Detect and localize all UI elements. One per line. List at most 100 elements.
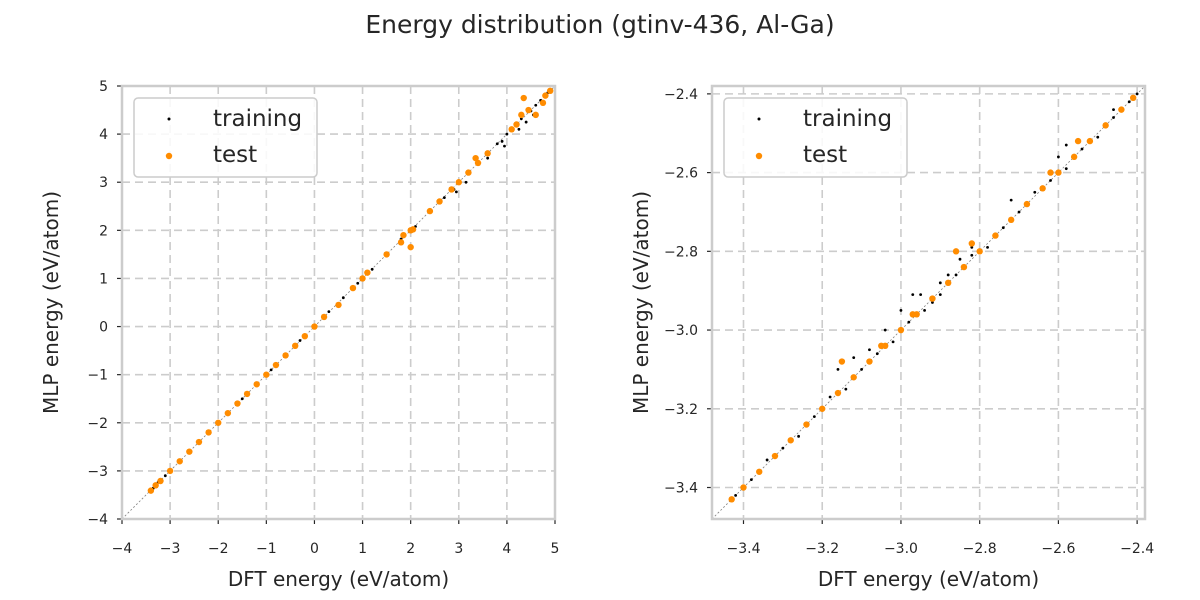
- right-training-point: [1135, 92, 1139, 96]
- left-test-point: [320, 313, 328, 321]
- left-legend-training-label: training: [213, 106, 302, 132]
- right-test-point: [1007, 216, 1015, 224]
- right-test-point: [771, 452, 779, 460]
- right-training-point: [1033, 190, 1037, 194]
- right-x-tick-label: −2.4: [1120, 541, 1154, 557]
- left-x-axis-label: DFT energy (eV/atom): [228, 567, 449, 591]
- left-test-point: [532, 111, 539, 119]
- right-training-point: [1080, 147, 1084, 151]
- left-y-tick-label: 5: [99, 79, 108, 95]
- left-training-point: [356, 281, 360, 285]
- right-training-point: [919, 293, 923, 297]
- left-x-tick-label: 0: [310, 541, 319, 557]
- right-test-point: [929, 295, 936, 302]
- left-test-point: [407, 243, 414, 251]
- left-test-point: [436, 198, 443, 205]
- right-test-point: [1070, 153, 1078, 161]
- right-training-point: [883, 328, 887, 332]
- right-test-point: [728, 496, 735, 503]
- left-training-point: [534, 103, 538, 107]
- left-y-tick-label: 4: [99, 127, 108, 143]
- right-test-point: [1102, 122, 1109, 129]
- right-training-point: [1127, 100, 1131, 104]
- right-training-point: [765, 458, 769, 462]
- right-legend-training-marker: [757, 117, 761, 121]
- left-test-point: [426, 207, 434, 215]
- right-test-point: [838, 358, 846, 365]
- left-test-point: [205, 429, 212, 436]
- right-test-point: [952, 248, 960, 255]
- right-training-point: [734, 493, 738, 497]
- right-test-point: [803, 421, 810, 428]
- right-training-point: [1017, 210, 1021, 214]
- right-subplot: −3.4 −3.2 −3.0 −2.8 −2.6 −2.4 −3.4 −3.2 −3.0 −2.…: [629, 84, 1154, 591]
- left-test-point: [311, 323, 318, 330]
- right-test-point: [850, 374, 857, 381]
- left-training-point: [442, 196, 446, 200]
- left-test-point: [364, 269, 371, 276]
- right-training-point: [931, 301, 934, 304]
- left-legend-test-label: test: [213, 142, 257, 168]
- left-legend-training-marker: [167, 117, 171, 121]
- left-test-point: [186, 448, 193, 455]
- left-test-point: [335, 301, 342, 309]
- right-x-tick-label: −3.4: [726, 541, 760, 557]
- right-legend-box: [723, 97, 908, 178]
- right-test-point: [819, 405, 826, 412]
- right-test-point: [1074, 137, 1082, 145]
- right-test-point: [1118, 106, 1125, 113]
- right-training-point: [868, 348, 871, 352]
- right-training-point: [1096, 135, 1100, 139]
- left-test-point: [272, 361, 280, 369]
- right-y-tick-label: −3.4: [664, 481, 698, 497]
- right-legend-training-label: training: [803, 106, 892, 132]
- right-test-point: [976, 248, 983, 255]
- left-test-point: [253, 381, 260, 388]
- left-training-point: [495, 142, 499, 146]
- left-y-tick-label: 1: [99, 271, 108, 287]
- right-test-point: [787, 437, 794, 444]
- right-test-point: [909, 311, 916, 318]
- right-y-tick-label: −2.8: [664, 244, 698, 260]
- right-training-point: [797, 434, 800, 438]
- left-test-point: [520, 94, 527, 102]
- left-training-point: [298, 339, 302, 342]
- right-x-tick-label: −2.6: [1041, 541, 1075, 557]
- right-plot-frame: [710, 84, 1147, 521]
- left-test-point: [359, 275, 366, 282]
- left-test-point: [484, 150, 491, 157]
- right-test-point: [1055, 169, 1062, 176]
- right-training-point: [954, 273, 958, 277]
- left-training-point: [341, 296, 345, 300]
- right-y-tick-label: −3.0: [664, 323, 698, 339]
- left-test-point: [400, 231, 407, 239]
- left-test-point: [301, 332, 309, 340]
- right-training-points: [734, 92, 1139, 497]
- right-training-point: [1057, 155, 1060, 159]
- right-x-tick-label: −3.2: [805, 541, 839, 557]
- right-training-point: [938, 293, 942, 297]
- right-training-point: [970, 245, 974, 249]
- left-y-tick-label: −4: [87, 512, 108, 528]
- right-test-point: [1023, 200, 1031, 208]
- left-training-point: [163, 474, 167, 478]
- left-test-points: [147, 87, 554, 494]
- right-training-point: [1112, 116, 1115, 119]
- left-test-point: [243, 390, 251, 398]
- right-training-point: [970, 253, 974, 257]
- right-test-points: [728, 94, 1137, 503]
- right-test-point: [992, 232, 999, 239]
- left-test-point: [215, 419, 222, 426]
- right-y-tick-label: −2.4: [664, 87, 698, 103]
- left-training-point: [500, 139, 504, 143]
- left-training-point: [486, 156, 490, 160]
- right-training-point: [844, 387, 848, 391]
- left-test-point: [349, 284, 357, 292]
- left-training-point: [327, 310, 331, 314]
- left-training-point: [269, 368, 273, 372]
- left-x-tick-label: 1: [358, 541, 367, 557]
- left-test-point: [508, 126, 515, 133]
- left-y-tick-label: −1: [87, 368, 108, 384]
- right-test-point: [960, 263, 968, 271]
- right-training-point: [836, 368, 840, 371]
